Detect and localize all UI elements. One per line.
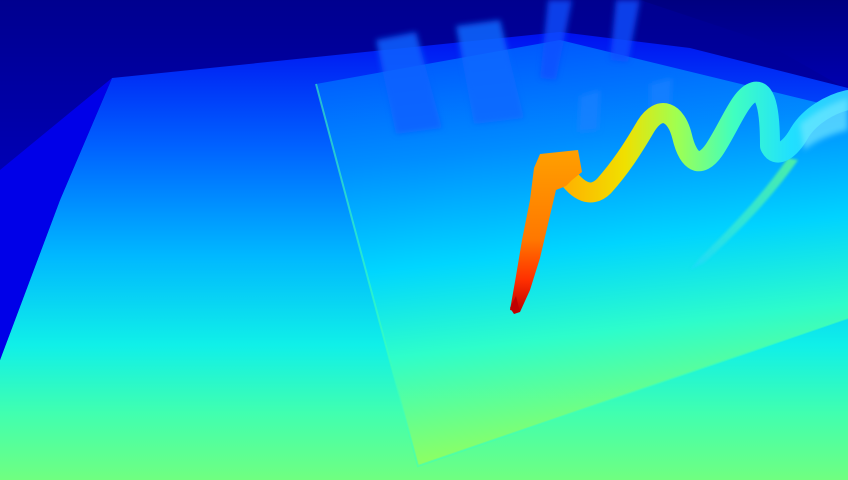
board-edge	[315, 83, 848, 468]
right-wall	[640, 0, 848, 90]
ribbon-tip	[800, 98, 848, 150]
ribbon-shadow	[690, 158, 798, 270]
gripper-tool	[510, 150, 582, 312]
background-posts	[376, 0, 672, 134]
table-left-edge	[0, 78, 112, 360]
gripper-tip	[510, 296, 520, 314]
ribbon	[552, 81, 848, 203]
